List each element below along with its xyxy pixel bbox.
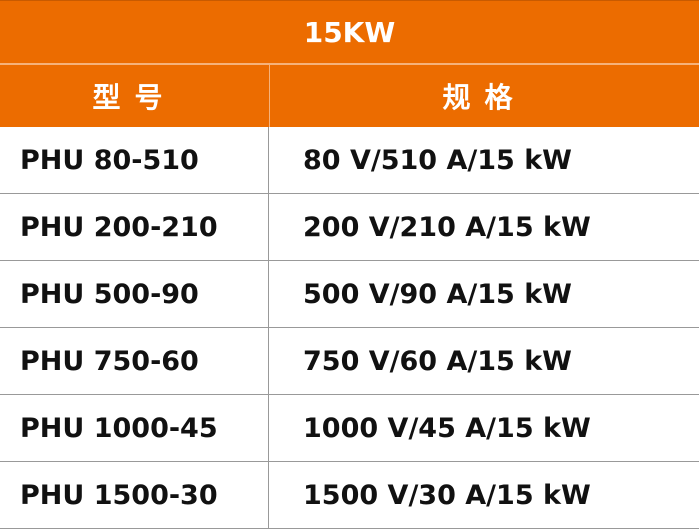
table-row: PHU 750-60 750 V/60 A/15 kW [0, 328, 699, 395]
spec-cell: 80 V/510 A/15 kW [303, 144, 572, 176]
table-row: PHU 80-510 80 V/510 A/15 kW [0, 127, 699, 194]
spec-cell: 1000 V/45 A/15 kW [303, 412, 591, 444]
model-cell: PHU 1000-45 [0, 395, 269, 461]
table-title: 15KW [0, 0, 699, 63]
table-row: PHU 200-210 200 V/210 A/15 kW [0, 194, 699, 261]
spec-cell: 200 V/210 A/15 kW [303, 211, 591, 243]
model-cell: PHU 1500-30 [0, 462, 269, 528]
table-row: PHU 1000-45 1000 V/45 A/15 kW [0, 395, 699, 462]
header-spec: 规格 [442, 81, 527, 114]
model-cell: PHU 750-60 [0, 328, 269, 394]
model-cell: PHU 80-510 [0, 127, 269, 193]
table-row: PHU 1500-30 1500 V/30 A/15 kW [0, 462, 699, 529]
spec-cell: 1500 V/30 A/15 kW [303, 479, 591, 511]
model-cell: PHU 500-90 [0, 261, 269, 327]
header-model: 型号 [0, 65, 270, 127]
spec-cell: 500 V/90 A/15 kW [303, 278, 572, 310]
table-header: 型号 规格 [0, 63, 699, 127]
spec-cell: 750 V/60 A/15 kW [303, 345, 572, 377]
model-cell: PHU 200-210 [0, 194, 269, 260]
table-row: PHU 500-90 500 V/90 A/15 kW [0, 261, 699, 328]
